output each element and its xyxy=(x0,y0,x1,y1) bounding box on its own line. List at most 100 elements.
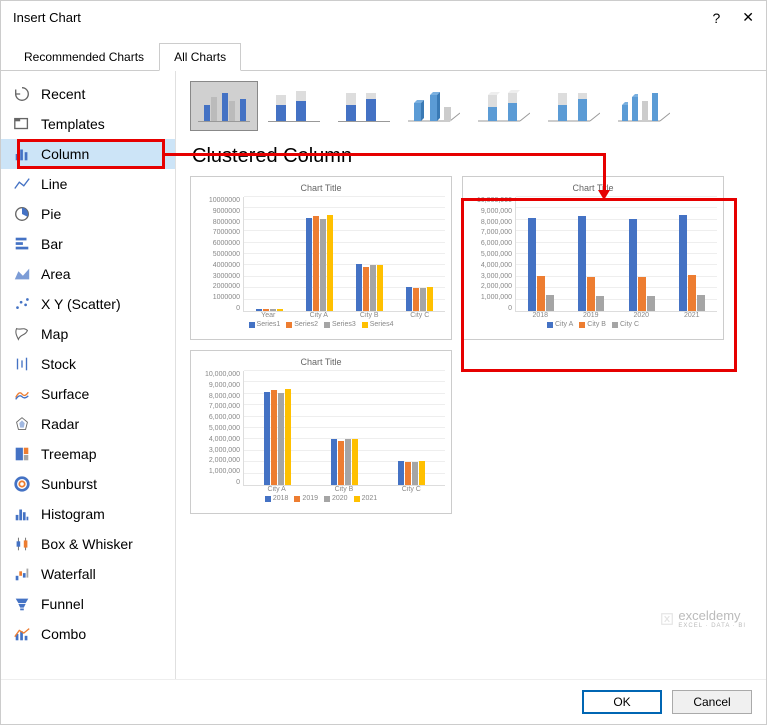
sidebar-item-recent[interactable]: Recent xyxy=(1,79,175,109)
subtype-5[interactable] xyxy=(540,81,608,131)
bar xyxy=(363,267,369,311)
plot-area xyxy=(243,371,445,486)
sidebar-item-label: Radar xyxy=(41,416,79,432)
sidebar-item-label: Waterfall xyxy=(41,566,96,582)
watermark-sub: EXCEL · DATA · BI xyxy=(678,623,746,629)
y-axis: 0100000020000003000000400000050000006000… xyxy=(197,197,243,312)
x-axis: City ACity BCity C xyxy=(243,486,445,493)
tab-recommended-charts[interactable]: Recommended Charts xyxy=(9,43,159,71)
sidebar-item-bar[interactable]: Bar xyxy=(1,229,175,259)
sidebar-item-surface[interactable]: Surface xyxy=(1,379,175,409)
bar xyxy=(370,265,376,311)
bar xyxy=(256,309,262,311)
bar xyxy=(419,461,425,485)
subtype-4[interactable] xyxy=(470,81,538,131)
sidebar-item-label: Surface xyxy=(41,386,89,402)
sidebar-item-map[interactable]: Map xyxy=(1,319,175,349)
sidebar-item-scatter[interactable]: X Y (Scatter) xyxy=(1,289,175,319)
bar-group xyxy=(345,197,395,311)
sidebar-item-label: X Y (Scatter) xyxy=(41,296,121,312)
dialog-title: Insert Chart xyxy=(13,10,81,25)
treemap-icon xyxy=(13,445,31,463)
cancel-button[interactable]: Cancel xyxy=(672,690,752,714)
bar xyxy=(427,287,433,311)
sidebar-item-combo[interactable]: Combo xyxy=(1,619,175,649)
sidebar-item-line[interactable]: Line xyxy=(1,169,175,199)
chart-preview[interactable]: Chart Title 01,000,0002,000,0003,000,0004… xyxy=(190,350,452,514)
preview-title: Chart Title xyxy=(469,183,717,193)
bar xyxy=(356,264,362,311)
annotation-arrow-v xyxy=(603,153,606,193)
bar xyxy=(331,439,337,485)
bar xyxy=(277,309,283,311)
subtype-2[interactable] xyxy=(330,81,398,131)
bar xyxy=(264,392,270,485)
highlight-column xyxy=(17,139,165,169)
insert-chart-dialog: Insert Chart ? ✕ Recommended Charts All … xyxy=(0,0,767,725)
annotation-arrow-h xyxy=(165,153,605,156)
sidebar-item-label: Map xyxy=(41,326,68,342)
subtype-6[interactable] xyxy=(610,81,678,131)
close-button[interactable]: ✕ xyxy=(742,9,754,26)
bar xyxy=(398,461,404,485)
sidebar-item-box[interactable]: Box & Whisker xyxy=(1,529,175,559)
chart-preview[interactable]: Chart Title 01000000200000030000004000000… xyxy=(190,176,452,340)
line-icon xyxy=(13,175,31,193)
preview-title: Chart Title xyxy=(197,357,445,367)
sidebar-item-sunburst[interactable]: Sunburst xyxy=(1,469,175,499)
legend: 2018201920202021 xyxy=(197,495,445,502)
sidebar-item-label: Sunburst xyxy=(41,476,97,492)
subtype-0[interactable] xyxy=(190,81,258,131)
area-icon xyxy=(13,265,31,283)
subtype-row xyxy=(190,81,752,131)
bar-group xyxy=(294,197,344,311)
pie-icon xyxy=(13,205,31,223)
help-button[interactable]: ? xyxy=(712,10,720,26)
radar-icon xyxy=(13,415,31,433)
sidebar-item-area[interactable]: Area xyxy=(1,259,175,289)
subtype-1[interactable] xyxy=(260,81,328,131)
bar-group xyxy=(378,371,445,485)
sidebar-item-histogram[interactable]: Histogram xyxy=(1,499,175,529)
subtype-3[interactable] xyxy=(400,81,468,131)
waterfall-icon xyxy=(13,565,31,583)
sidebar-item-label: Histogram xyxy=(41,506,105,522)
preview-title: Chart Title xyxy=(197,183,445,193)
sidebar-item-label: Area xyxy=(41,266,71,282)
sidebar-item-pie[interactable]: Pie xyxy=(1,199,175,229)
box-icon xyxy=(13,535,31,553)
bar xyxy=(270,309,276,311)
sidebar-item-label: Combo xyxy=(41,626,86,642)
bar xyxy=(306,218,312,311)
bar-group xyxy=(244,371,311,485)
sunburst-icon xyxy=(13,475,31,493)
ok-button[interactable]: OK xyxy=(582,690,662,714)
sidebar-item-stock[interactable]: Stock xyxy=(1,349,175,379)
combo-icon xyxy=(13,625,31,643)
bar xyxy=(413,288,419,311)
sidebar-item-label: Box & Whisker xyxy=(41,536,133,552)
bar xyxy=(320,219,326,311)
recent-icon xyxy=(13,85,31,103)
bar-group xyxy=(395,197,445,311)
sidebar-item-waterfall[interactable]: Waterfall xyxy=(1,559,175,589)
y-axis: 01,000,0002,000,0003,000,0004,000,0005,0… xyxy=(197,371,243,486)
scatter-icon xyxy=(13,295,31,313)
sidebar-item-label: Treemap xyxy=(41,446,97,462)
sidebar-item-label: Line xyxy=(41,176,67,192)
bar xyxy=(345,439,351,485)
plot-area xyxy=(243,197,445,312)
sidebar-item-treemap[interactable]: Treemap xyxy=(1,439,175,469)
chart-subtype-heading: Clustered Column xyxy=(192,145,752,168)
sidebar-item-radar[interactable]: Radar xyxy=(1,409,175,439)
sidebar-item-templates[interactable]: Templates xyxy=(1,109,175,139)
bar xyxy=(352,439,358,485)
templates-icon xyxy=(13,115,31,133)
sidebar-item-label: Templates xyxy=(41,116,105,132)
tab-all-charts[interactable]: All Charts xyxy=(159,43,241,71)
histogram-icon xyxy=(13,505,31,523)
watermark-text: exceldemy xyxy=(678,608,746,623)
watermark: exceldemy EXCEL · DATA · BI xyxy=(660,608,746,629)
bar xyxy=(278,393,284,485)
sidebar-item-funnel[interactable]: Funnel xyxy=(1,589,175,619)
